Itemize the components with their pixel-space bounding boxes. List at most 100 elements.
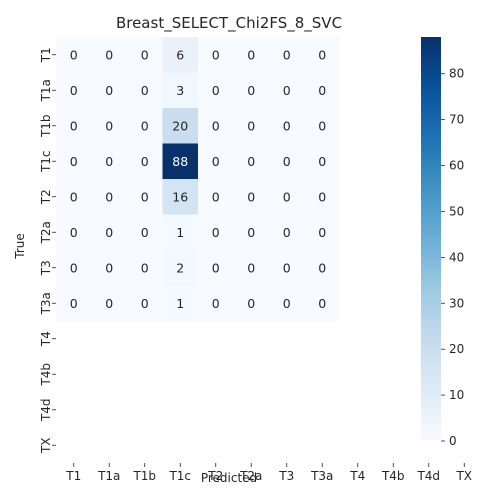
- cell-value-label: 0: [247, 260, 255, 275]
- colorbar-tick-label: 80: [449, 67, 464, 81]
- cell-value-label: 3: [176, 83, 184, 98]
- heatmap-cell: [162, 37, 199, 73]
- heatmap-cell: [91, 37, 128, 73]
- cell-value-label: 0: [212, 118, 220, 133]
- heatmap-cell: [198, 143, 234, 180]
- y-tick-label: T1b: [39, 114, 53, 138]
- y-tick-label: TX: [39, 437, 53, 454]
- heatmap-cell: [233, 250, 270, 286]
- cell-value-label: 0: [283, 189, 291, 204]
- heatmap-cell: [56, 285, 92, 322]
- heatmap-cell: [198, 108, 234, 144]
- heatmap-cell: [269, 108, 305, 144]
- heatmap-cell: [162, 72, 199, 109]
- y-tick-label: T4d: [39, 398, 53, 422]
- colorbar: [421, 37, 441, 441]
- cell-value-label: 0: [105, 260, 113, 275]
- cell-value-label: 0: [141, 225, 149, 240]
- heatmap-cell: [304, 179, 341, 215]
- cell-value-label: 0: [70, 118, 78, 133]
- heatmap-cell: [162, 214, 199, 251]
- heatmap-cell: [56, 143, 92, 180]
- y-tick-label: T1a: [39, 79, 53, 102]
- colorbar-ticks: 0 10 20 30 40 50 60 70 80: [441, 67, 464, 448]
- x-tick-label: T2a: [239, 469, 262, 483]
- heatmap-cell: [198, 285, 234, 322]
- heatmap-cell: [56, 37, 92, 73]
- heatmap-cell: [198, 72, 234, 109]
- heatmap-cell: [127, 108, 163, 144]
- cell-value-label: 0: [105, 47, 113, 62]
- cell-value-label: 0: [212, 225, 220, 240]
- chart-title: Breast_SELECT_Chi2FS_8_SVC: [116, 14, 342, 33]
- colorbar-tick-label: 70: [449, 113, 464, 127]
- x-tick-label: TX: [455, 469, 472, 483]
- heatmap-cell: [304, 214, 341, 251]
- cell-value-label: 0: [105, 296, 113, 311]
- heatmap-cell: [91, 214, 128, 251]
- cell-value-label: 0: [247, 47, 255, 62]
- y-tick-label: T1c: [39, 150, 53, 173]
- y-tick-label: T1: [39, 47, 53, 63]
- cell-value-label: 0: [283, 83, 291, 98]
- heatmap-cell: [162, 285, 199, 322]
- heatmap-cell: [269, 143, 305, 180]
- colorbar-tick-label: 0: [449, 434, 457, 448]
- x-tick-label: T1b: [132, 469, 156, 483]
- cell-value-label: 0: [105, 154, 113, 169]
- heatmap-cell: [91, 285, 128, 322]
- cell-value-label: 1: [176, 296, 184, 311]
- colorbar-tick-label: 20: [449, 342, 464, 356]
- heatmap-cell: [127, 72, 163, 109]
- heatmap-cell: [198, 179, 234, 215]
- cell-value-label: 0: [283, 118, 291, 133]
- cell-value-label: 0: [247, 225, 255, 240]
- heatmap-cell: [127, 214, 163, 251]
- heatmap-cell: [304, 285, 341, 322]
- y-tick-label: T2: [39, 189, 53, 205]
- heatmap-cell: [127, 143, 163, 180]
- y-tick-label: T4b: [39, 363, 53, 387]
- y-tick-label: T4: [39, 331, 53, 347]
- heatmap-cell: [269, 250, 305, 286]
- y-axis-ticks: T1 T1a T1b T1c T2 T2a T3 T3a T4 T4b T4d TX: [39, 47, 56, 454]
- cell-value-label: 0: [318, 296, 326, 311]
- heatmap-cells: [56, 37, 341, 322]
- x-axis-label: Predicted: [201, 471, 257, 485]
- y-tick-label: T3a: [39, 292, 53, 315]
- x-tick-label: T1c: [168, 469, 191, 483]
- x-tick-label: T2: [207, 469, 223, 483]
- heatmap-cell: [162, 179, 199, 215]
- cell-value-label: 0: [212, 260, 220, 275]
- cell-value-label: 0: [247, 118, 255, 133]
- cell-value-label: 0: [141, 47, 149, 62]
- cell-value-label: 0: [141, 260, 149, 275]
- cell-value-label: 0: [247, 189, 255, 204]
- cell-value-label: 0: [318, 47, 326, 62]
- heatmap-cell: [56, 214, 92, 251]
- heatmap-cell: [233, 143, 270, 180]
- x-tick-label: T4d: [416, 469, 440, 483]
- cell-value-label: 0: [247, 154, 255, 169]
- heatmap-cell: [233, 108, 270, 144]
- x-tick-label: T1a: [97, 469, 120, 483]
- heatmap-cell: [198, 214, 234, 251]
- heatmap-cell: [233, 179, 270, 215]
- x-axis-ticks: T1 T1a T1b T1c T2 T2a T3 T3a T4 T4b T4d TX: [65, 463, 472, 483]
- cell-value-label: 0: [105, 118, 113, 133]
- cell-value-label: 2: [176, 260, 184, 275]
- x-tick-label: T4: [349, 469, 365, 483]
- heatmap-cell: [233, 285, 270, 322]
- heatmap-cell: [91, 72, 128, 109]
- heatmap-cell: [91, 143, 128, 180]
- heatmap-cell: [162, 250, 199, 286]
- cell-value-label: 0: [141, 83, 149, 98]
- cell-value-label: 0: [141, 296, 149, 311]
- heatmap-cell: [304, 108, 341, 144]
- cell-value-label: 0: [318, 225, 326, 240]
- cell-value-label: 0: [318, 260, 326, 275]
- cell-value-label: 1: [176, 225, 184, 240]
- cell-value-label: 0: [105, 225, 113, 240]
- cell-value-label: 0: [105, 83, 113, 98]
